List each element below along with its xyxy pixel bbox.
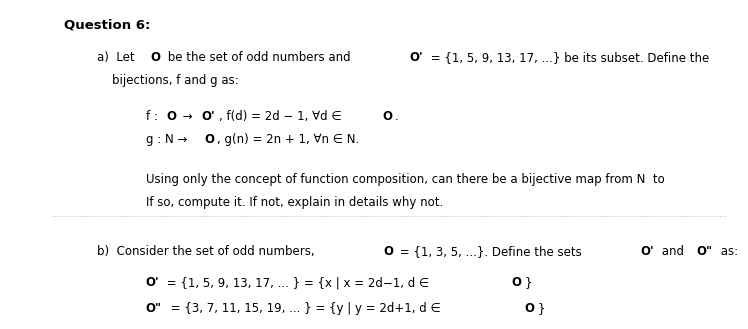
Text: If so, compute it. If not, explain in details why not.: If so, compute it. If not, explain in de… [146, 196, 443, 209]
Text: }: } [525, 276, 533, 290]
Text: Question 6:: Question 6: [64, 18, 150, 31]
Text: O': O' [146, 276, 159, 290]
Text: = {1, 3, 5, ...}. Define the sets: = {1, 3, 5, ...}. Define the sets [396, 245, 585, 258]
Text: O': O' [640, 245, 654, 258]
Text: b)  Consider the set of odd numbers,: b) Consider the set of odd numbers, [97, 245, 319, 258]
Text: Using only the concept of function composition, can there be a bijective map fro: Using only the concept of function compo… [146, 173, 669, 186]
Text: .: . [395, 110, 399, 123]
Text: and: and [658, 245, 687, 258]
Text: O: O [382, 110, 392, 123]
Text: = {1, 5, 9, 13, 17, ...} be its subset. Define the: = {1, 5, 9, 13, 17, ...} be its subset. … [427, 51, 709, 64]
Text: , f(d) = 2d − 1, ∀d ∈: , f(d) = 2d − 1, ∀d ∈ [219, 110, 346, 123]
Text: = {3, 7, 11, 15, 19, ... } = {y | y = 2d+1, d ∈: = {3, 7, 11, 15, 19, ... } = {y | y = 2d… [167, 302, 444, 315]
Text: = {1, 5, 9, 13, 17, ... } = {x | x = 2d−1, d ∈: = {1, 5, 9, 13, 17, ... } = {x | x = 2d−… [164, 276, 433, 290]
Text: O: O [166, 110, 176, 123]
Text: g : N →: g : N → [146, 133, 191, 146]
Text: }: } [538, 302, 545, 315]
Text: O: O [383, 245, 393, 258]
Text: be the set of odd numbers and: be the set of odd numbers and [164, 51, 354, 64]
Text: f :: f : [146, 110, 162, 123]
Text: O: O [512, 276, 522, 290]
Text: , g(n) = 2n + 1, ∀n ∈ N.: , g(n) = 2n + 1, ∀n ∈ N. [217, 133, 359, 146]
Text: a)  Let: a) Let [97, 51, 138, 64]
Text: as:: as: [717, 245, 738, 258]
Text: →: → [179, 110, 196, 123]
Text: O: O [525, 302, 535, 315]
Text: O: O [204, 133, 214, 146]
Text: bijections, f and g as:: bijections, f and g as: [97, 74, 239, 87]
Text: O": O" [146, 302, 162, 315]
Text: O": O" [696, 245, 712, 258]
Text: O: O [150, 51, 161, 64]
Text: O': O' [409, 51, 423, 64]
Text: O': O' [201, 110, 215, 123]
